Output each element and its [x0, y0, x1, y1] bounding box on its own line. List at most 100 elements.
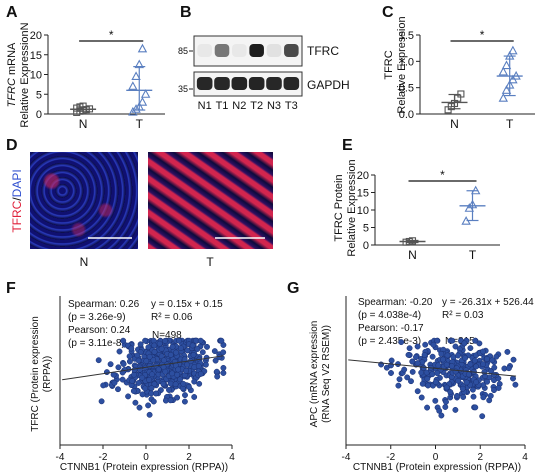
panel-f-point	[142, 337, 149, 344]
panel-f-point	[131, 367, 138, 373]
panel-g-point	[422, 341, 429, 348]
panel-g-point	[459, 385, 466, 392]
panel-g-point	[430, 341, 437, 348]
panel-g-point	[480, 394, 487, 401]
panel-g-point	[398, 339, 405, 346]
panel-a-ylabel-italic: TFRC	[6, 78, 18, 107]
panel-f-point	[160, 380, 167, 387]
panel-g-point	[463, 379, 470, 386]
panel-e-ytick-label: 0	[363, 240, 369, 252]
panel-g-point	[460, 394, 467, 400]
panel-g-point	[467, 361, 474, 368]
lane-label: T3	[285, 100, 298, 112]
blot-band-gapdh	[248, 77, 265, 90]
panel-g-point	[420, 364, 427, 371]
panel-g-point	[472, 404, 479, 411]
panel-g-point	[440, 356, 446, 363]
panel-f-points	[95, 337, 227, 418]
panel-g-point	[452, 406, 459, 413]
blot-tfrc-strip	[193, 35, 303, 67]
panel-g-ylabel: APC (mRNA expression	[309, 321, 320, 428]
panel-f-ylabel-2: (RPPA))	[42, 356, 53, 392]
panel-c-ylabel: TFRC	[383, 50, 395, 79]
panel-g-point	[436, 407, 443, 414]
panel-g-point	[443, 384, 450, 391]
panel-g-point	[442, 404, 449, 410]
panel-g-point	[505, 365, 512, 372]
panel-g-point	[404, 374, 411, 381]
panel-f-point	[100, 382, 107, 389]
panel-f-stat-3: (p = 3.11e-8)	[68, 338, 125, 349]
panel-g-point	[510, 375, 516, 382]
panel-g-point	[510, 356, 517, 363]
blot-band-tfrc	[197, 44, 212, 57]
panel-f-point	[143, 358, 150, 364]
panel-g-stat-2: Pearson: -0.17	[358, 323, 424, 334]
panel-e-sig-star: *	[440, 168, 445, 182]
panel-a-ylabel-rest: mRNA	[6, 42, 18, 78]
panel-f-point	[115, 364, 122, 371]
panel-g-point	[432, 397, 439, 404]
panel-a-ytick-label: 15	[30, 50, 42, 62]
panel-f-point	[129, 378, 136, 384]
panel-f-point	[103, 369, 110, 376]
panel-f-xtick-label: -4	[56, 452, 65, 463]
panel-g-point	[443, 361, 450, 368]
panel-label-d: D	[6, 137, 18, 154]
micrograph-label-t: T	[206, 255, 214, 269]
panel-a-ylabel: TFRC mRNA	[6, 42, 18, 107]
panel-f-point	[199, 349, 206, 356]
panel-g-point	[429, 353, 436, 360]
panel-label-b: B	[180, 4, 192, 21]
panel-g-point	[487, 392, 494, 399]
panel-d-ylabel-tfrc: TFRC	[10, 200, 24, 232]
panel-g-xtick-label: 0	[433, 452, 439, 463]
panel-f-point	[185, 383, 192, 390]
panel-g-point	[406, 345, 413, 352]
panel-f-point	[115, 386, 121, 393]
panel-f-point	[134, 352, 141, 359]
panel-c-point-t	[501, 60, 512, 70]
panel-g-point	[388, 357, 395, 364]
panel-a-ytick-label: 5	[36, 89, 42, 101]
blot-band-gapdh	[196, 77, 213, 90]
panel-f-point	[139, 374, 146, 381]
panel-f-point	[95, 357, 102, 364]
panel-f-point	[167, 351, 174, 358]
panel-f-stat-0: Spearman: 0.26	[68, 299, 140, 310]
panel-c-ytick-label: 1.0	[399, 56, 414, 68]
panel-g-point	[473, 379, 480, 386]
panel-label-g: G	[287, 280, 299, 297]
panel-g-point	[447, 389, 454, 395]
panel-e-ytick-label: 20	[357, 170, 369, 182]
panel-g-point	[419, 380, 426, 387]
panel-label-e: E	[342, 137, 353, 154]
blot-band-tfrc	[266, 44, 282, 57]
panel-f-point	[135, 380, 142, 386]
panel-f-point	[156, 340, 163, 347]
panel-f-point	[151, 348, 158, 355]
panel-g-point	[396, 376, 403, 383]
panel-f-point	[195, 363, 202, 370]
micrograph-normal	[30, 152, 138, 249]
blot-band-tfrc	[284, 44, 299, 57]
panel-g-point	[434, 337, 441, 344]
panel-f-point	[125, 393, 132, 400]
panel-f-point	[158, 345, 165, 352]
panel-f-point	[202, 361, 209, 368]
panel-g-point	[449, 337, 456, 344]
panel-d-ylabel-dapi: DAPI	[10, 169, 24, 197]
panel-label-c: C	[382, 4, 394, 21]
panel-g-r2: R² = 0.03	[442, 310, 484, 321]
panel-f-point	[135, 357, 142, 364]
panel-g-point	[434, 370, 441, 377]
panel-f-point	[214, 373, 221, 380]
panel-g-point	[512, 381, 519, 388]
panel-g-point	[484, 355, 490, 362]
panel-g-point	[473, 363, 480, 370]
panel-e: E TFRC Protein Relative Expression 0 5 10 1…	[333, 137, 500, 262]
panel-f: F TFRC (Protein expression (RPPA)) CTNNB…	[6, 280, 235, 473]
panel-f-point	[146, 376, 153, 383]
panel-f-point	[196, 380, 203, 387]
panel-g-point	[414, 343, 421, 350]
